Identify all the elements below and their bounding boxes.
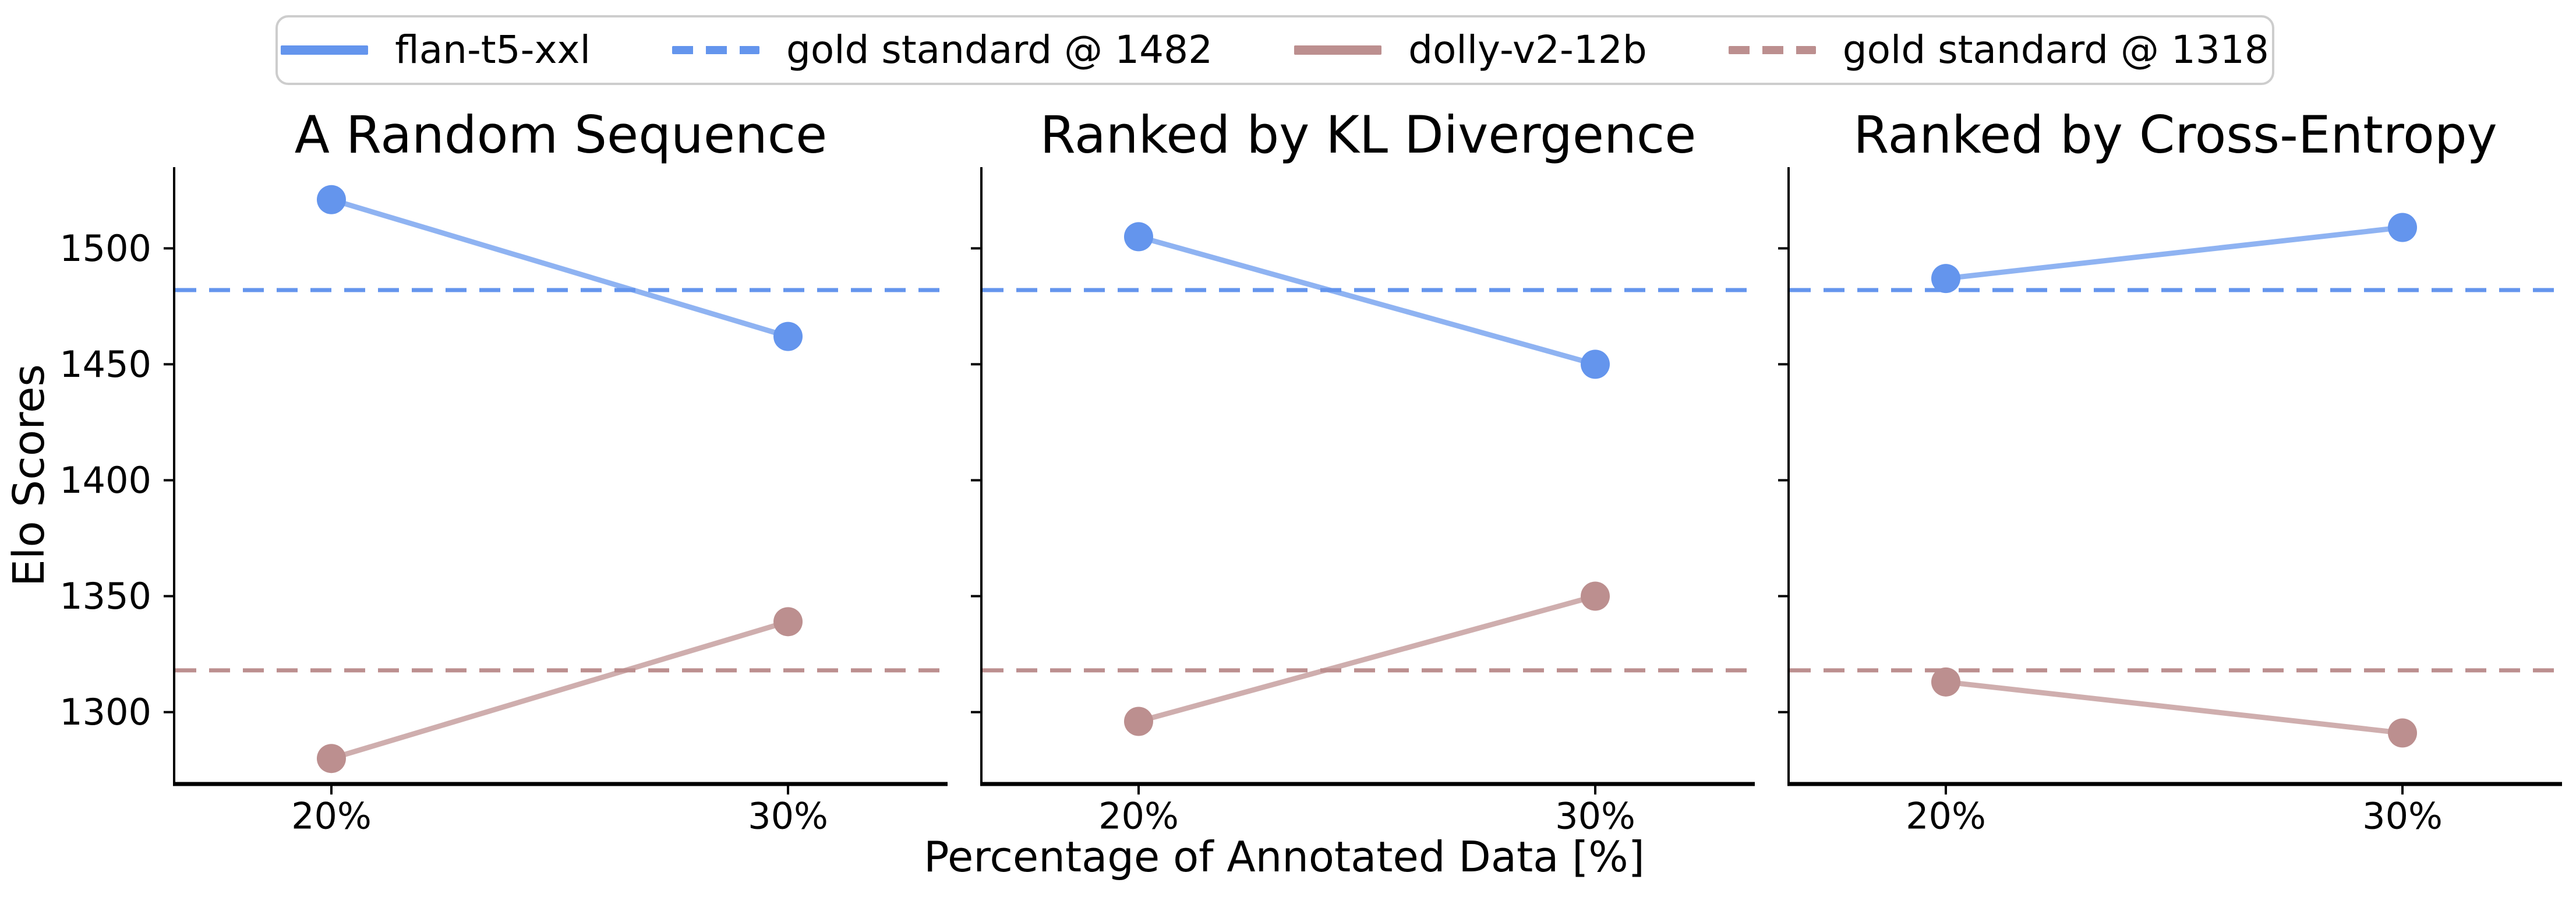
legend-label: dolly-v2-12b <box>1408 27 1647 72</box>
x-tick-label: 30% <box>748 794 828 837</box>
series-line <box>330 197 789 339</box>
x-tick-label: 30% <box>1555 794 1635 837</box>
data-point <box>1931 667 1960 697</box>
y-tick-label: 1500 <box>59 227 151 270</box>
series-line <box>1945 225 2403 281</box>
legend-label: gold standard @ 1318 <box>1842 27 2269 72</box>
legend-label: gold standard @ 1482 <box>786 27 1213 72</box>
data-point <box>1931 264 1960 294</box>
series-line <box>1137 594 1596 724</box>
legend-line-solid-icon <box>1294 45 1382 55</box>
panel-title: Ranked by KL Divergence <box>1040 105 1697 165</box>
series-line <box>1945 679 2403 736</box>
x-tick-label: 20% <box>1098 794 1179 837</box>
legend-item: gold standard @ 1482 <box>672 31 1213 69</box>
panel-title: A Random Sequence <box>295 105 828 165</box>
series-line <box>330 619 789 761</box>
y-tick-label: 1400 <box>59 459 151 502</box>
data-point <box>316 185 346 214</box>
data-point <box>1581 349 1610 379</box>
data-point <box>773 322 803 351</box>
data-point <box>773 607 803 637</box>
panel-title: Ranked by Cross-Entropy <box>1853 105 2497 165</box>
legend-line-dashed-icon <box>1728 46 1816 54</box>
legend-line-dashed-icon <box>672 46 759 54</box>
legend: flan-t5-xxl gold standard @ 1482 dolly-v2-… <box>275 15 2274 85</box>
y-axis-label: Elo Scores <box>4 364 54 587</box>
data-point <box>1123 707 1153 736</box>
y-tick-label: 1350 <box>59 575 151 617</box>
legend-item: gold standard @ 1318 <box>1728 27 2269 72</box>
data-point <box>2388 718 2418 748</box>
x-tick-label: 20% <box>1906 794 1986 837</box>
legend-item: dolly-v2-12b <box>1294 31 1647 69</box>
legend-label: flan-t5-xxl <box>395 27 591 72</box>
x-axis-label: Percentage of Annotated Data [%] <box>924 832 1645 881</box>
series-line <box>1137 234 1596 367</box>
data-point <box>316 744 346 774</box>
y-tick-label: 1300 <box>59 691 151 733</box>
x-tick-label: 30% <box>2362 794 2443 837</box>
y-tick-label: 1450 <box>59 343 151 386</box>
data-point <box>1581 581 1610 611</box>
data-point <box>2388 213 2418 242</box>
legend-line-solid-icon <box>281 45 369 55</box>
x-tick-label: 20% <box>291 794 372 837</box>
legend-item: flan-t5-xxl <box>281 31 591 69</box>
data-point <box>1123 222 1153 252</box>
